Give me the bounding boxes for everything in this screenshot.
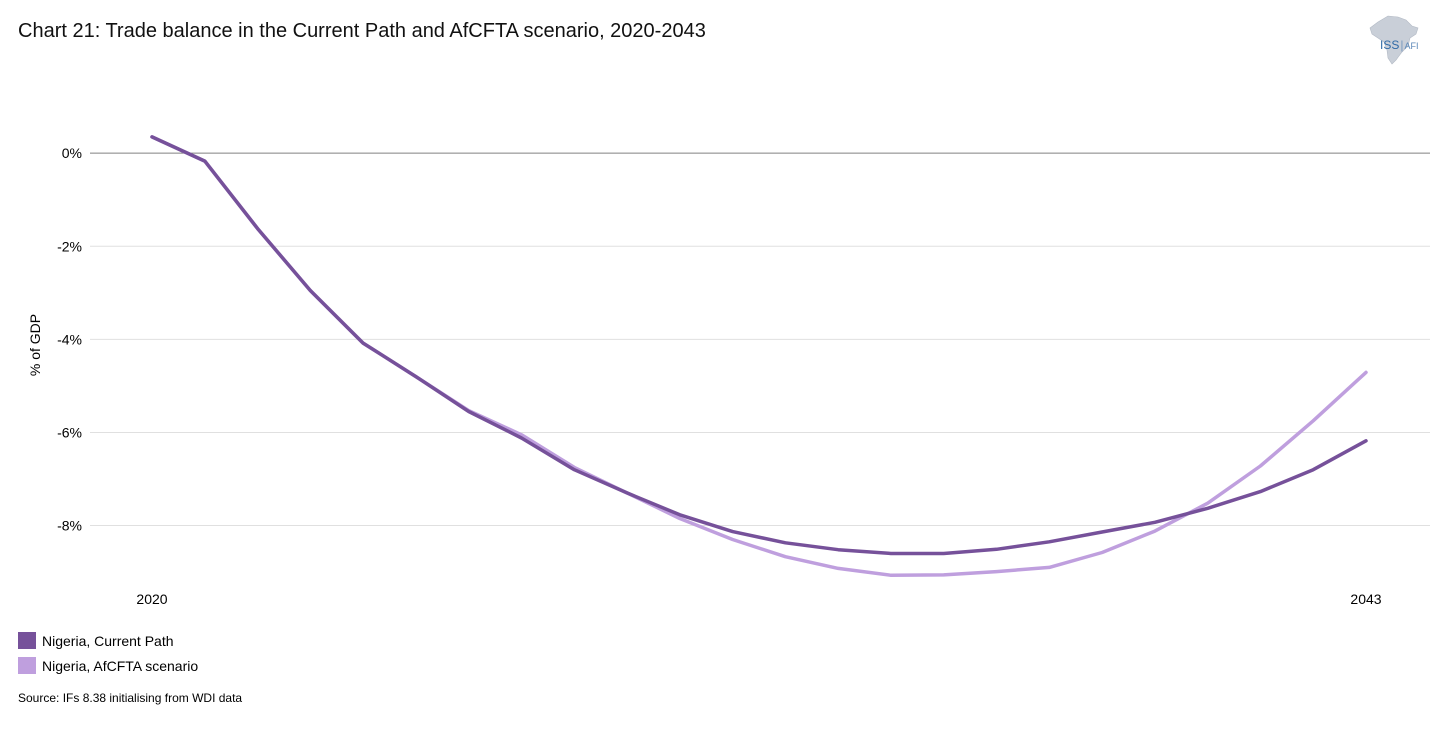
y-tick-label: -2% — [57, 238, 82, 254]
series-line-afcfta — [150, 135, 1368, 578]
y-tick-label: -6% — [57, 424, 82, 440]
legend-item-current-path: Nigeria, Current Path — [18, 628, 198, 653]
legend-swatch-afcfta — [18, 657, 36, 674]
x-tick-labels: 2020 2043 — [136, 591, 1381, 607]
legend: Nigeria, Current Path Nigeria, AfCFTA sc… — [18, 628, 198, 678]
legend-label-current-path: Nigeria, Current Path — [42, 632, 174, 649]
grid-lines — [90, 152, 1430, 527]
legend-label-afcfta: Nigeria, AfCFTA scenario — [42, 657, 199, 674]
logo-suffix-text: AFI — [1404, 41, 1419, 51]
iss-afi-logo: ISS|AFI — [1360, 12, 1430, 68]
y-axis-label: % of GDP — [27, 313, 43, 377]
y-tick-label: -8% — [57, 518, 82, 534]
y-tick-label: 0% — [62, 145, 82, 161]
africa-map-icon — [1369, 15, 1419, 65]
source-note: Source: IFs 8.38 initialising from WDI d… — [18, 691, 243, 705]
x-tick-label: 2043 — [1350, 591, 1381, 607]
y-tick-labels: 0% -2% -4% -6% -8% — [57, 145, 82, 533]
logo-main-text: ISS — [1380, 38, 1400, 52]
legend-item-afcfta: Nigeria, AfCFTA scenario — [18, 653, 198, 678]
legend-swatch-current-path — [18, 632, 36, 649]
series-line-current-path — [150, 135, 1368, 556]
chart-title: Chart 21: Trade balance in the Current P… — [18, 20, 706, 42]
y-tick-label: -4% — [57, 331, 82, 347]
x-tick-label: 2020 — [136, 591, 167, 607]
series-lines — [150, 135, 1368, 578]
logo-text: ISS|AFI — [1380, 38, 1419, 52]
